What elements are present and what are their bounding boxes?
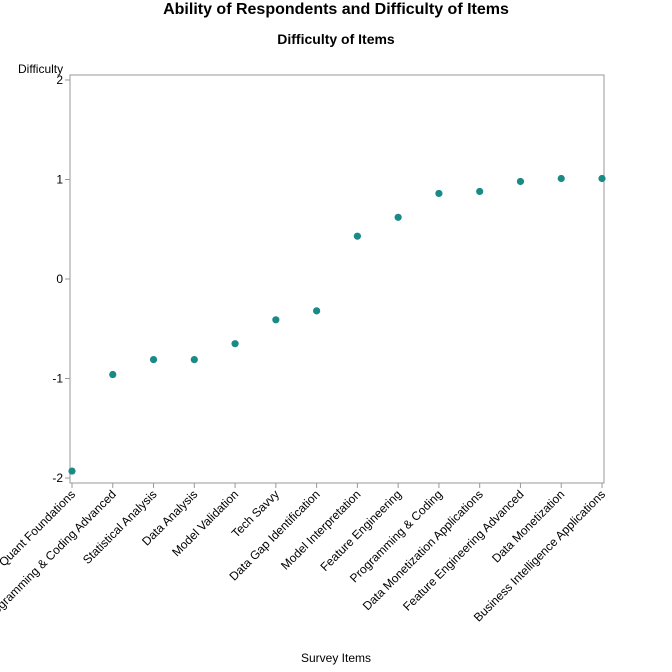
data-point — [394, 213, 402, 221]
data-point — [313, 307, 321, 315]
chart-title: Ability of Respondents and Difficulty of… — [163, 1, 509, 18]
data-point — [231, 340, 239, 348]
y-axis-label: Difficulty — [18, 62, 63, 76]
x-axis-label: Survey Items — [301, 651, 371, 665]
data-point — [149, 356, 158, 364]
x-tick-label: Data Monetization — [489, 487, 567, 565]
data-point — [272, 316, 280, 324]
y-tick-label: -1 — [52, 372, 63, 386]
data-point — [476, 187, 484, 196]
data-point — [68, 467, 76, 475]
plot-area-frame — [69, 74, 605, 484]
x-tick-label: Statistical Analysis — [80, 487, 160, 567]
data-point — [557, 174, 565, 183]
chart-subtitle: Difficulty of Items — [277, 31, 395, 47]
data-point — [190, 356, 198, 364]
data-point — [109, 370, 117, 379]
data-point — [598, 174, 606, 183]
y-tick-label: -2 — [52, 471, 63, 485]
data-point — [353, 232, 361, 240]
data-point — [516, 177, 525, 186]
y-tick-label: 0 — [56, 272, 63, 286]
y-tick-label: 2 — [56, 73, 63, 87]
y-tick-label: 1 — [56, 172, 63, 186]
data-point — [435, 189, 443, 198]
y-axis: 2 1 0 -1 -2 — [52, 73, 70, 485]
data-points — [68, 174, 606, 475]
